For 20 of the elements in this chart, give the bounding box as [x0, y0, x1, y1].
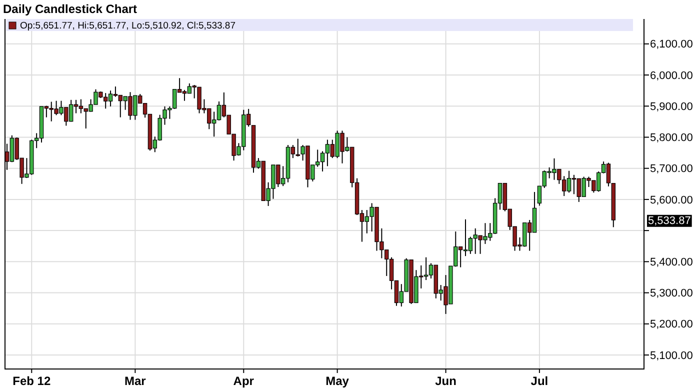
text: 5,533.87 [648, 214, 691, 227]
x-tick-label: Apr [233, 374, 254, 388]
chart-title: Daily Candlestick Chart [3, 2, 138, 16]
y-tick-label: 5,700.00 [650, 163, 693, 176]
annotation: Op:5,651.77, Hi:5,651.77, Lo:5,510.92, Cl:5,533.87 [20, 20, 236, 32]
x-tick-label: Mar [124, 374, 146, 388]
y-tick-label: 5,300.00 [650, 288, 693, 300]
y-tick-label: 5,200.00 [650, 318, 693, 331]
x-tick-label: Jul [530, 374, 548, 388]
y-tick-label: 6,000.00 [650, 70, 693, 82]
y-tick-label: 5,600.00 [650, 194, 693, 206]
y-tick-label: 5,100.00 [650, 350, 693, 362]
y-tick-label: 5,900.00 [650, 100, 693, 113]
y-tick-label: 5,800.00 [650, 132, 693, 144]
y-tick-label: 6,100.00 [650, 38, 693, 51]
x-tick-label: Feb 12 [12, 374, 51, 388]
x-tick-label: May [326, 374, 350, 388]
candlestick [296, 138, 300, 158]
y-tick-label: 5,400.00 [650, 256, 693, 269]
x-tick-label: Jun [435, 374, 456, 388]
